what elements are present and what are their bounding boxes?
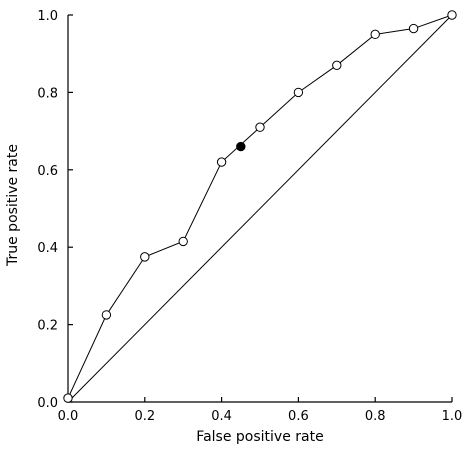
roc-point: [216, 157, 227, 167]
y-tick-label: 0.6: [37, 164, 58, 179]
roc-points: [63, 10, 457, 403]
x-ticks: 0.0 0.2 0.4 0.6 0.8 1.0: [58, 397, 463, 424]
y-tick-label: 0.0: [37, 396, 58, 411]
y-axis-label: True positive rate: [5, 144, 21, 267]
reference-diagonal: [67, 14, 453, 403]
highlight-point: [236, 141, 246, 152]
x-axis-label: False positive rate: [196, 429, 323, 445]
roc-point: [101, 310, 112, 320]
x-tick-label: 1.0: [442, 409, 463, 424]
roc-point: [408, 23, 419, 34]
y-tick-label: 0.2: [37, 319, 58, 334]
x-tick-label: 0.6: [288, 409, 309, 424]
roc-point: [447, 10, 457, 20]
roc-point: [178, 236, 188, 247]
x-tick-label: 0.4: [211, 409, 232, 424]
reference-line: [67, 14, 453, 403]
y-tick-label: 0.8: [37, 86, 58, 101]
roc-point: [63, 393, 73, 403]
roc-point: [255, 122, 265, 132]
roc-point: [140, 252, 150, 262]
roc-point: [370, 29, 380, 40]
y-ticks: 0.0 0.2 0.4 0.6 0.8 1.0: [37, 9, 73, 411]
x-tick-label: 0.0: [58, 409, 79, 424]
x-tick-label: 0.8: [365, 409, 386, 424]
roc-point: [332, 60, 342, 71]
y-tick-label: 0.4: [37, 241, 58, 256]
x-tick-label: 0.2: [134, 409, 155, 424]
roc-point: [293, 87, 304, 98]
y-tick-label: 1.0: [37, 9, 58, 24]
highlight-point-group: [236, 141, 246, 152]
